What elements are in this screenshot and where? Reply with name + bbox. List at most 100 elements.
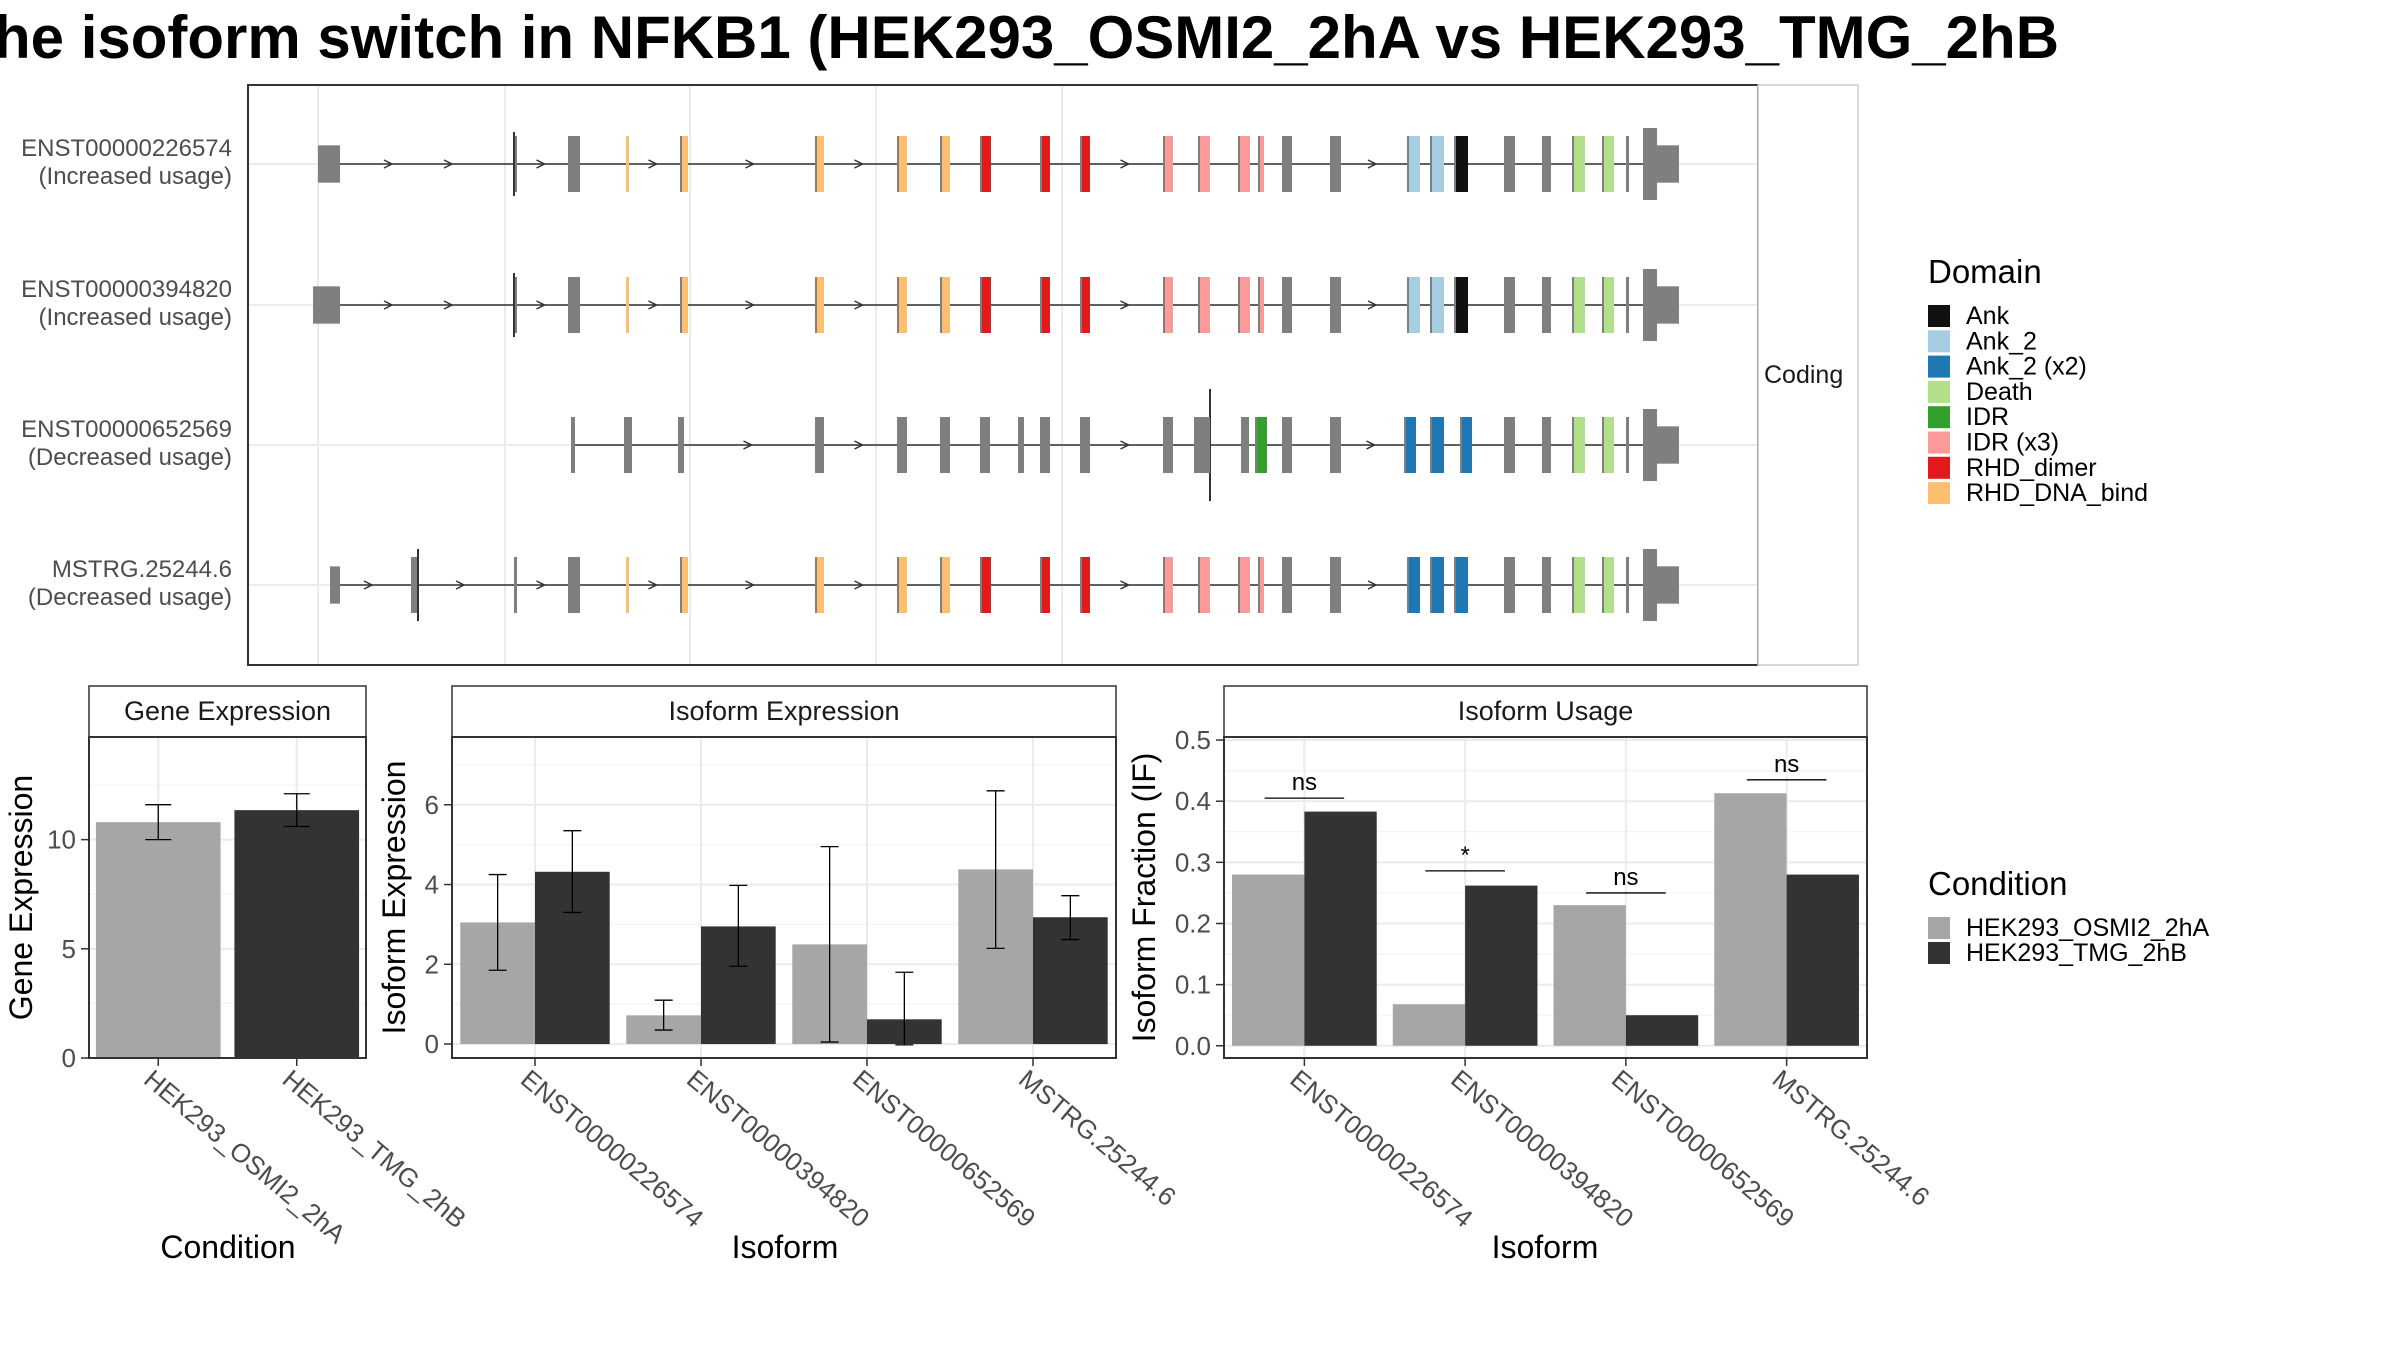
facet-strip-title: Isoform Usage [1458,696,1634,726]
transcript-id-label: ENST00000226574 [21,135,232,162]
exon [1542,136,1551,192]
exon-edge [1080,277,1082,333]
y-tick-label: 0.0 [1175,1031,1211,1061]
exon-edge [680,557,682,613]
exon [1504,136,1515,192]
facet-strip [88,685,367,738]
exon [1282,277,1292,333]
intron-arrow [443,159,454,169]
exon [1626,277,1629,333]
x-tick-label: ENST00000394820 [681,1064,875,1234]
exon [980,277,991,333]
bar [1714,793,1787,1046]
exon-edge [815,557,817,613]
exon [1163,417,1173,473]
exon-edge [1258,557,1260,613]
exon-edge [1407,277,1409,333]
x-tick-label: ENST00000226574 [515,1064,709,1234]
bar [1232,874,1305,1046]
intron-arrow [743,440,754,450]
exon [514,557,517,613]
domain-legend-label: RHD_dimer [1966,454,2097,482]
domain-legend-swatch [1928,456,1950,479]
exon [1542,557,1551,613]
transcript-row [313,269,1679,341]
intron-arrow [1366,440,1377,450]
exon-edge [1572,417,1574,473]
exon [815,136,824,192]
exon [1255,417,1267,473]
exon [1040,557,1050,613]
intron-arrow [1120,440,1131,450]
y-tick-label: 0.1 [1175,970,1211,1000]
utr-exon [330,566,340,604]
exon [1282,417,1292,473]
transcript-usage-label: (Increased usage) [39,304,232,331]
exon [1572,136,1585,192]
intron-arrow [854,440,865,450]
intron-arrow [536,159,547,169]
exon [1330,557,1341,613]
transcript-row [330,549,1679,621]
exon-edge [1238,277,1240,333]
transcript-row [571,389,1679,501]
exon [897,136,907,192]
exon [1430,557,1444,613]
exon-edge [680,136,682,192]
exon [1018,417,1024,473]
exon [1163,557,1173,613]
significance-label: ns [1774,751,1799,778]
exon [1238,277,1250,333]
exon [1040,277,1050,333]
exon-edge [680,277,682,333]
exon [1602,417,1614,473]
y-tick-label: 0 [62,1043,76,1073]
chart-2: Isoform Expression0246ENST00000226574ENS… [376,685,1182,1265]
exon-edge [1572,557,1574,613]
exon-edge [1080,136,1082,192]
exon [815,417,824,473]
exon-edge [1430,277,1432,333]
exon-edge [1404,417,1406,473]
exon [1504,277,1515,333]
domain-legend-swatch [1928,380,1950,403]
x-tick-label: ENST00000652569 [847,1064,1041,1234]
x-axis-title: Isoform [1492,1229,1599,1265]
transcript-usage-label: (Increased usage) [39,163,232,190]
exon [1454,557,1468,613]
facet-strip-title: Gene Expression [124,696,331,726]
domain-legend-swatch [1928,406,1950,429]
exon-edge [1198,277,1200,333]
bar [1392,1004,1466,1046]
bar [234,810,360,1058]
intron-arrow [363,580,374,590]
exon [1080,277,1090,333]
exon [897,557,907,613]
x-tick-label: MSTRG.25244.6 [1767,1064,1936,1212]
intron-arrow [1367,580,1378,590]
significance-label: * [1460,842,1469,869]
exon [897,417,907,473]
exon-edge [940,277,942,333]
exon [815,277,824,333]
transcript-row [318,128,1679,200]
utr3-exon [1657,145,1679,183]
y-tick-label: 0.3 [1175,847,1211,877]
utr3-exon-tall [1643,549,1657,621]
facet-strip-title: Isoform Expression [668,696,899,726]
plot-border [1223,736,1868,1059]
exon [1504,417,1515,473]
exon [1198,136,1210,192]
exon [1572,417,1585,473]
domain-legend-label: Ank_2 (x2) [1966,353,2087,381]
intron-arrow [648,159,659,169]
x-axis-title: Isoform [732,1229,839,1265]
exon-edge [980,277,982,333]
exon [1407,277,1420,333]
exon-edge [1572,136,1574,192]
exon [1407,136,1420,192]
exon-edge [1163,277,1165,333]
exon-edge [980,136,982,192]
y-axis-title: Isoform Fraction (IF) [1126,753,1162,1043]
structure-panel-border [247,84,1759,666]
